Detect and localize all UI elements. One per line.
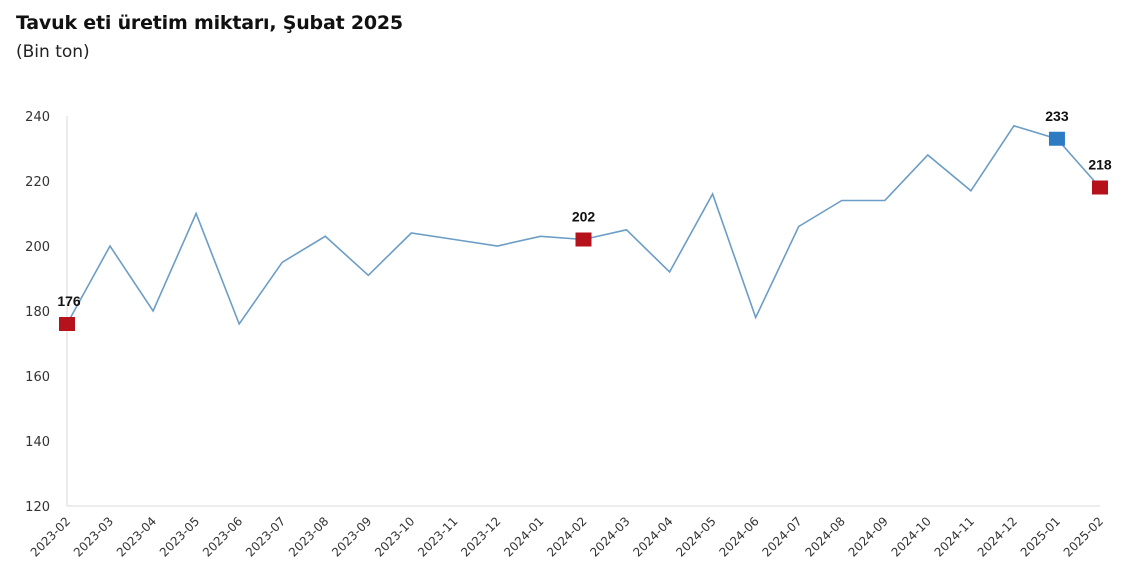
x-axis: 2023-022023-032023-042023-052023-062023-… [28, 505, 1106, 560]
data-label: 176 [57, 293, 81, 309]
data-label: 202 [572, 209, 596, 225]
y-tick-label: 160 [25, 370, 50, 385]
x-tick-label: 2024-11 [932, 514, 977, 559]
x-tick-label: 2024-06 [716, 514, 761, 559]
data-series [66, 124, 1101, 326]
x-tick-label: 2025-02 [1061, 514, 1106, 559]
series-line [66, 124, 1101, 326]
x-tick-label: 2023-04 [114, 514, 159, 559]
x-tick-label: 2023-06 [200, 514, 245, 559]
x-tick-label: 2024-08 [803, 514, 848, 559]
x-tick-label: 2023-11 [415, 514, 460, 559]
highlight-marker [1092, 180, 1108, 195]
x-tick-label: 2023-08 [286, 514, 331, 559]
x-tick-label: 2024-10 [889, 514, 934, 559]
highlight-marker [59, 317, 75, 331]
highlight-marker [1048, 131, 1065, 146]
x-tick-label: 2024-09 [846, 514, 891, 559]
y-tick-label: 180 [25, 305, 50, 320]
highlight-markers: 176 202 233 218 [57, 108, 1112, 331]
x-tick-label: 2024-12 [975, 514, 1020, 559]
y-tick-label: 200 [25, 240, 50, 255]
y-tick-label: 120 [25, 500, 50, 515]
x-tick-label: 2023-05 [157, 514, 202, 559]
x-tick-label: 2024-04 [630, 514, 675, 559]
x-tick-label: 2025-01 [1018, 514, 1063, 559]
chart-title: Tavuk eti üretim miktarı, Şubat 2025 [16, 12, 403, 34]
x-tick-label: 2023-03 [71, 514, 116, 559]
x-tick-label: 2024-01 [501, 514, 546, 559]
chart-subtitle: (Bin ton) [16, 42, 90, 62]
data-label: 218 [1088, 157, 1112, 173]
x-tick-label: 2024-07 [759, 514, 804, 559]
highlight-marker [575, 232, 592, 247]
x-tick-label: 2023-12 [458, 514, 503, 559]
y-tick-label: 240 [25, 110, 50, 125]
data-label: 233 [1045, 108, 1069, 124]
y-tick-label: 140 [25, 435, 50, 450]
x-tick-label: 2024-02 [544, 514, 589, 559]
x-tick-label: 2023-10 [372, 514, 417, 559]
x-tick-label: 2024-03 [587, 514, 632, 559]
x-tick-label: 2024-05 [673, 514, 718, 559]
x-tick-label: 2023-02 [28, 514, 73, 559]
y-tick-label: 220 [25, 175, 50, 190]
x-tick-label: 2023-09 [329, 514, 374, 559]
y-axis: 120 140 160 180 200 220 240 [25, 110, 68, 515]
x-tick-label: 2023-07 [243, 514, 288, 559]
